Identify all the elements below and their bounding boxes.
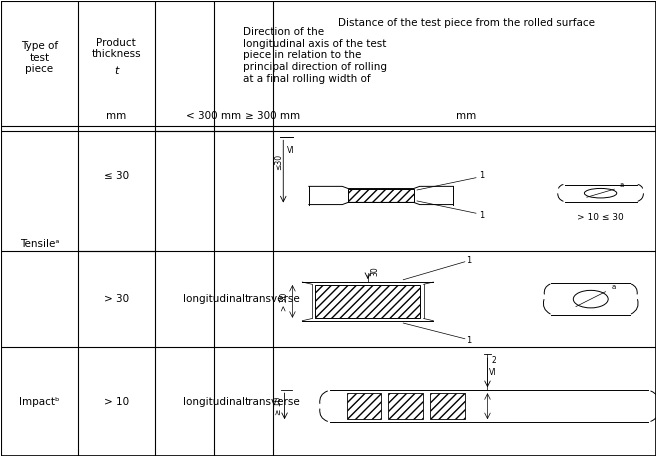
Text: Impactᵇ: Impactᵇ: [19, 397, 60, 407]
FancyArrowPatch shape: [543, 299, 550, 314]
Text: ≤30: ≤30: [274, 154, 283, 170]
FancyArrowPatch shape: [651, 409, 657, 421]
Bar: [346, 393, 380, 419]
Bar: [388, 393, 422, 419]
Text: ≤ 30: ≤ 30: [104, 171, 129, 181]
Text: > 10 ≤ 30: > 10 ≤ 30: [578, 213, 624, 222]
Text: VI: VI: [286, 147, 294, 155]
FancyArrowPatch shape: [638, 194, 643, 201]
FancyArrowPatch shape: [544, 284, 550, 294]
Text: 30: 30: [371, 266, 380, 276]
FancyArrowPatch shape: [631, 284, 637, 294]
Text: 1: 1: [466, 335, 472, 345]
Text: transverse: transverse: [245, 294, 301, 304]
Text: 1: 1: [466, 256, 472, 265]
Text: Type of
test
piece: Type of test piece: [21, 41, 58, 74]
Bar: [348, 189, 414, 202]
Text: mm: mm: [106, 111, 126, 121]
Text: longitudinal: longitudinal: [183, 397, 245, 407]
FancyArrowPatch shape: [320, 391, 327, 404]
Ellipse shape: [584, 188, 617, 198]
Text: 2: 2: [491, 356, 496, 365]
Text: t: t: [114, 66, 118, 76]
Bar: [430, 393, 464, 419]
Text: Distance of the test piece from the rolled surface: Distance of the test piece from the roll…: [338, 18, 595, 28]
FancyArrowPatch shape: [558, 194, 563, 201]
FancyArrowPatch shape: [320, 409, 327, 421]
FancyArrowPatch shape: [558, 185, 563, 188]
Ellipse shape: [574, 290, 608, 308]
Text: VI: VI: [489, 367, 496, 377]
Text: 1: 1: [480, 211, 485, 220]
Text: ≥ 300 mm: ≥ 300 mm: [245, 111, 300, 121]
Bar: [315, 285, 420, 318]
Text: ≥ 10: ≥ 10: [273, 397, 283, 415]
Text: mm: mm: [456, 111, 476, 121]
FancyArrowPatch shape: [631, 299, 638, 314]
Text: > 30: > 30: [280, 292, 289, 311]
Text: transverse: transverse: [245, 397, 301, 407]
Text: Tensileᵃ: Tensileᵃ: [20, 239, 59, 250]
Text: a: a: [612, 284, 616, 290]
Text: Direction of the
longitudinal axis of the test
piece in relation to the
principa: Direction of the longitudinal axis of th…: [243, 27, 387, 84]
FancyArrowPatch shape: [651, 391, 657, 404]
FancyArrowPatch shape: [638, 185, 643, 188]
Text: 1: 1: [480, 171, 485, 180]
Text: > 10: > 10: [104, 397, 129, 407]
Text: longitudinal: longitudinal: [183, 294, 245, 304]
Text: a: a: [620, 182, 624, 188]
Text: < 300 mm: < 300 mm: [186, 111, 241, 121]
Text: > 30: > 30: [104, 294, 129, 304]
Text: Product
thickness: Product thickness: [91, 38, 141, 59]
